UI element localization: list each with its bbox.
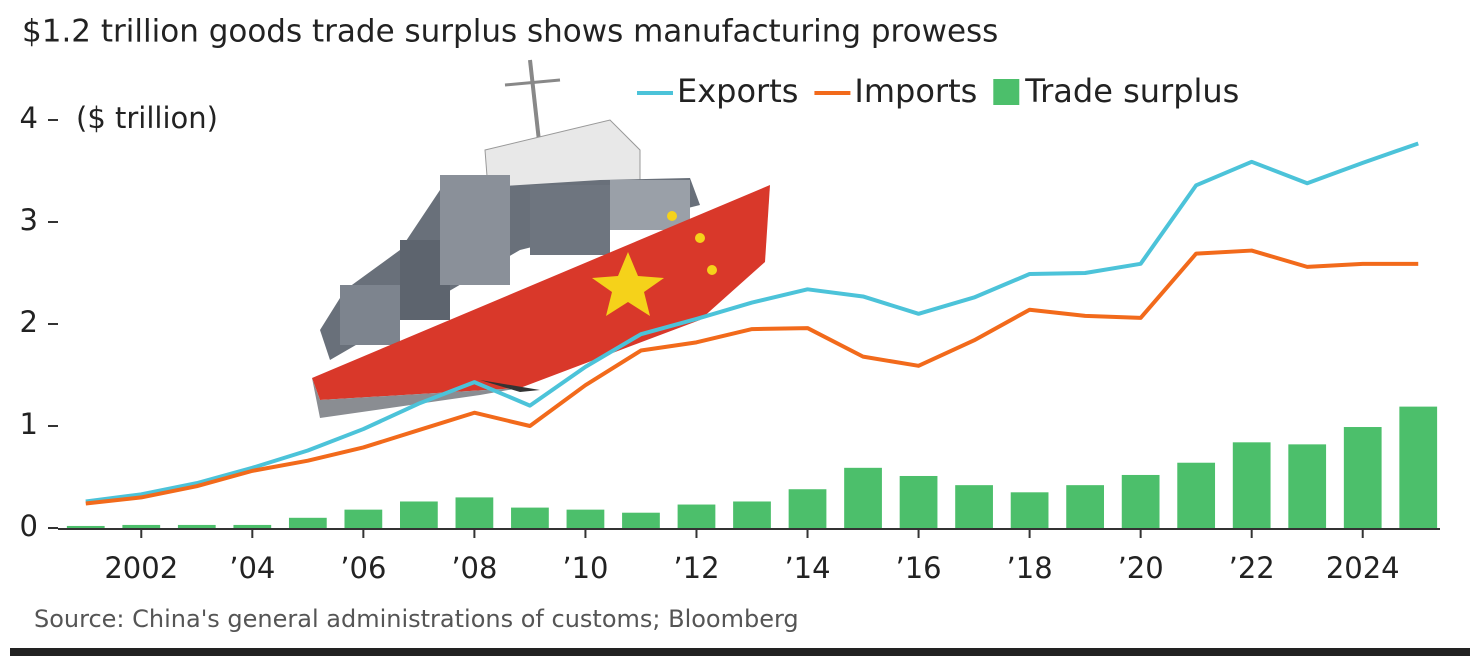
bar — [1010, 492, 1049, 528]
bar — [733, 501, 771, 528]
bar — [177, 524, 216, 528]
bar — [1343, 427, 1382, 528]
x-tick-label: ’22 — [1229, 551, 1275, 585]
bar — [788, 489, 827, 528]
bar — [344, 509, 383, 528]
bar — [1288, 444, 1327, 528]
x-tick-label: ’16 — [895, 551, 941, 585]
bar — [955, 485, 993, 528]
chart-title: $1.2 trillion goods trade surplus shows … — [22, 14, 998, 50]
x-tick-label: ’20 — [1118, 551, 1164, 585]
bar — [844, 467, 882, 528]
bar — [1232, 442, 1271, 528]
line — [85, 141, 1419, 504]
y-tick-label: 4 — [20, 101, 38, 135]
legend-label: Exports — [677, 72, 798, 110]
x-tick-label: ’04 — [229, 551, 275, 585]
bar — [122, 524, 161, 528]
legend-label: Trade surplus — [1024, 72, 1239, 110]
bar — [566, 509, 605, 528]
x-tick-label: ’06 — [340, 551, 386, 585]
x-tick-label: ’14 — [784, 551, 830, 585]
y-tick-label: 1 — [20, 407, 38, 441]
bar — [1121, 474, 1160, 528]
x-tick-label: ’08 — [451, 551, 497, 585]
ship-illustration — [312, 59, 770, 418]
bar — [622, 512, 660, 528]
line — [85, 248, 1419, 506]
bar — [677, 504, 716, 528]
bar — [233, 524, 272, 528]
bar — [511, 507, 549, 528]
bar — [400, 501, 438, 528]
source-note: Source: China's general administrations … — [34, 605, 799, 633]
x-tick-label: 2002 — [104, 551, 178, 585]
y-tick-label: 2 — [20, 305, 38, 339]
bar — [899, 475, 938, 528]
legend-label: Imports — [854, 72, 977, 110]
bar — [66, 525, 105, 528]
x-tick-label: ’12 — [673, 551, 719, 585]
y-tick-label: 3 — [20, 203, 38, 237]
bar — [288, 517, 327, 528]
bar — [455, 497, 494, 528]
y-tick-label: 0 — [20, 509, 38, 543]
x-tick-label: ’18 — [1007, 551, 1053, 585]
y-axis-label: ($ trillion) — [76, 101, 218, 135]
x-tick-label: ’10 — [562, 551, 608, 585]
x-tick-label: 2024 — [1326, 551, 1400, 585]
legend-swatch — [993, 79, 1020, 105]
bar — [1399, 406, 1438, 528]
bar — [1177, 462, 1216, 528]
bar — [1066, 485, 1104, 528]
